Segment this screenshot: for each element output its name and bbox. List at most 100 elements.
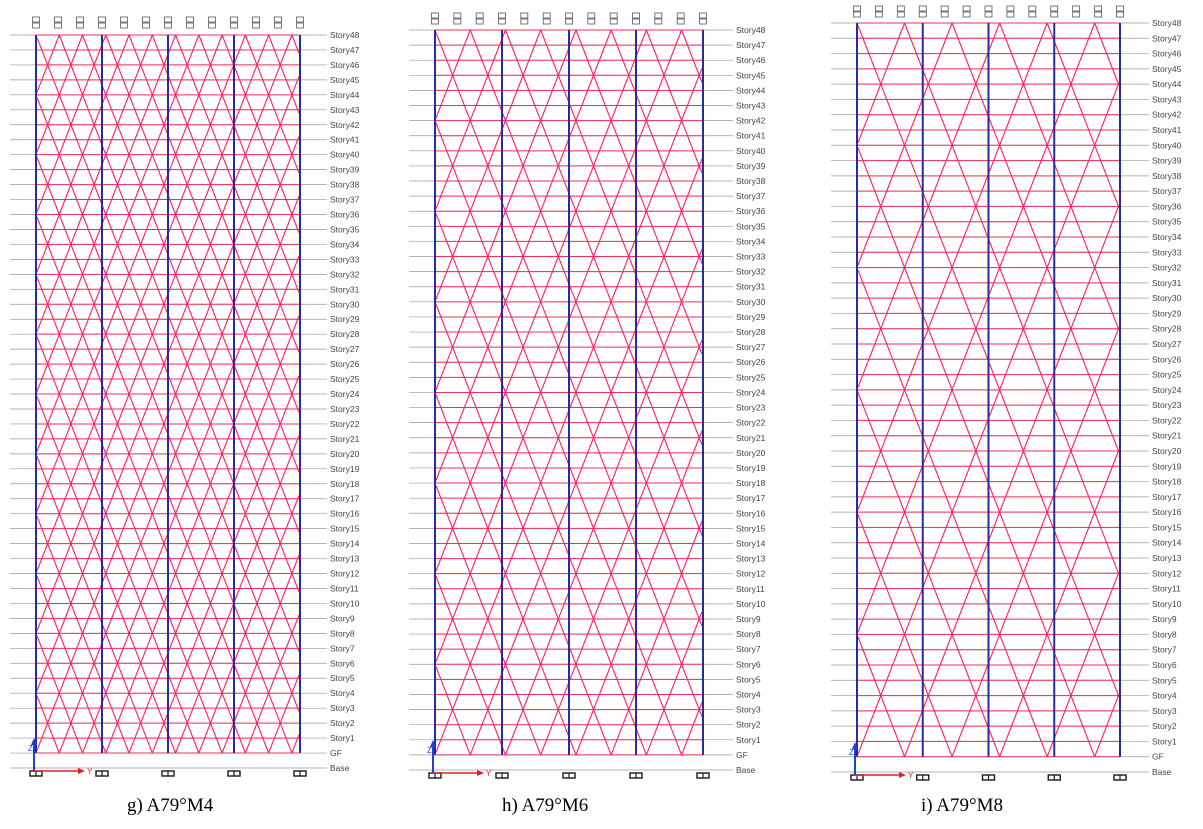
diagrid-brace	[951, 145, 1001, 268]
diagrid-brace	[610, 120, 647, 212]
diagrid-brace	[857, 22, 906, 143]
story-label: Story38	[1152, 171, 1182, 181]
diagrid-brace	[36, 453, 60, 512]
diagrid-brace	[175, 34, 200, 96]
diagrid-brace	[268, 94, 293, 155]
diagrid-brace	[469, 211, 506, 303]
story-label: Story12	[1152, 568, 1182, 578]
diagrid-brace	[1094, 82, 1120, 146]
diagrid-brace	[435, 392, 471, 481]
diagrid-brace	[151, 94, 177, 155]
story-label: Story17	[1152, 492, 1182, 502]
diagrid-brace	[857, 267, 906, 388]
diagrid-brace	[610, 211, 647, 303]
diagrid-brace	[291, 393, 300, 413]
diagrid-brace	[105, 633, 130, 694]
diagrid-brace	[904, 634, 953, 757]
diagrid-brace	[540, 392, 577, 484]
diagrid-brace	[610, 664, 647, 756]
axis-y-label: Y	[87, 767, 93, 776]
diagrid-brace	[198, 94, 223, 155]
diagrid-brace	[36, 573, 60, 631]
section-cut-icon	[654, 12, 663, 25]
story-label: Story35	[1152, 217, 1182, 227]
diagrid-brace	[857, 145, 906, 266]
section-cut-icon	[54, 16, 62, 29]
diagrid-brace	[291, 495, 300, 514]
story-label: Story39	[736, 161, 766, 171]
story-label: Story16	[330, 509, 360, 519]
diagrid-brace	[681, 67, 703, 121]
elevation-panel-i: Story48 Story47 Story46 Story45 Story44 Story…	[820, 0, 1203, 829]
diagrid-brace	[575, 29, 612, 121]
section-cut-icon	[164, 16, 172, 29]
elevation-panel-h: Story48 Story47 Story46 Story45 Story44 Story…	[400, 0, 800, 829]
diagrid-brace	[58, 154, 84, 215]
diagrid-brace	[291, 333, 300, 353]
section-cut-icon	[565, 12, 573, 25]
diagrid-brace	[1094, 145, 1120, 208]
base-support-icon	[696, 772, 710, 779]
story-label: Story2	[736, 720, 761, 730]
story-label: Story25	[1152, 370, 1182, 380]
story-label: Story14	[1152, 538, 1182, 548]
story-label: Story25	[330, 374, 360, 384]
diagrid-brace	[268, 34, 293, 96]
diagrid-brace	[291, 154, 300, 174]
diagrid-brace	[951, 511, 1001, 635]
diagrid-brace	[151, 274, 177, 335]
diagrid-brace	[58, 633, 84, 694]
diagrid-brace	[105, 453, 130, 514]
story-label: Story5	[330, 673, 355, 683]
diagrid-brace	[268, 154, 293, 215]
story-label: Story20	[1152, 446, 1182, 456]
base-support-icon	[161, 770, 175, 777]
section-cut-icon	[296, 16, 304, 29]
story-label: Story43	[330, 105, 360, 115]
diagrid-brace	[504, 301, 542, 393]
diagrid-brace	[198, 693, 223, 754]
diagrid-brace	[198, 154, 223, 215]
story-label: Story47	[1152, 33, 1182, 43]
diagrid-brace	[435, 482, 471, 572]
diagrid-brace	[36, 97, 60, 155]
axis-z-head	[31, 738, 37, 745]
diagrid-brace	[151, 393, 177, 455]
section-cut-icon	[853, 5, 861, 18]
story-label: Story28	[1152, 324, 1182, 334]
diagrid-brace	[268, 274, 293, 335]
diagrid-brace	[645, 482, 683, 574]
story-label: Story42	[736, 116, 766, 126]
story-label: Story3	[736, 705, 761, 715]
story-label: Story13	[736, 554, 766, 564]
story-label: Story10	[330, 598, 360, 608]
story-label: Story37	[736, 191, 766, 201]
diagrid-brace	[681, 392, 703, 446]
diagrid-brace	[1094, 389, 1120, 453]
diagrid-brace	[610, 29, 647, 121]
diagrid-brace	[291, 136, 300, 155]
diagrid-brace	[128, 633, 153, 694]
diagrid-brace	[128, 573, 153, 634]
diagrid-brace	[291, 513, 300, 533]
story-label: Story6	[736, 659, 761, 669]
story-label: Story27	[330, 344, 360, 354]
diagrid-brace	[244, 34, 270, 96]
section-cut-icon	[98, 16, 106, 29]
story-label: Story48	[1152, 18, 1182, 28]
diagrid-brace	[504, 573, 542, 665]
story-label: Story7	[1152, 645, 1177, 655]
diagrid-brace	[36, 513, 60, 572]
diagrid-brace	[681, 702, 703, 756]
story-label: Story43	[736, 101, 766, 111]
diagrid-brace	[151, 573, 177, 634]
diagrid-brace	[904, 511, 953, 635]
diagrid-brace	[105, 393, 130, 455]
diagrid-brace	[58, 94, 84, 155]
diagrid-brace	[1094, 694, 1120, 757]
story-label: Story4	[736, 689, 761, 699]
story-label: Story23	[1152, 400, 1182, 410]
story-label: Story20	[736, 448, 766, 458]
diagrid-brace	[36, 575, 60, 634]
diagrid-brace	[36, 396, 60, 455]
